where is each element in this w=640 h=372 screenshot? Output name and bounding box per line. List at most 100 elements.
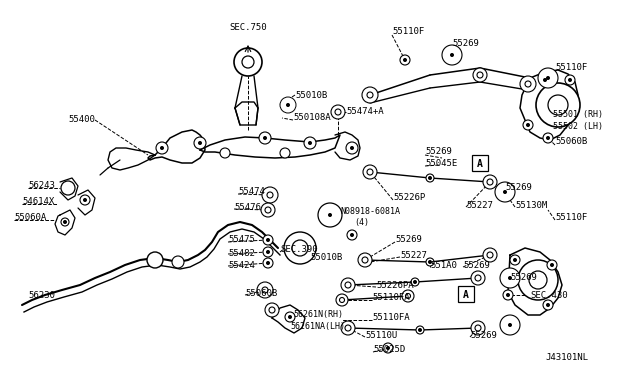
Text: 55269: 55269 — [470, 330, 497, 340]
Circle shape — [267, 192, 273, 198]
Circle shape — [286, 103, 290, 107]
Circle shape — [471, 271, 485, 285]
Circle shape — [284, 232, 316, 264]
Circle shape — [350, 146, 354, 150]
Circle shape — [347, 230, 357, 240]
Circle shape — [386, 346, 390, 350]
Circle shape — [220, 148, 230, 158]
Circle shape — [341, 321, 355, 335]
Circle shape — [538, 68, 558, 88]
Text: 55474: 55474 — [238, 187, 265, 196]
Circle shape — [450, 53, 454, 57]
Circle shape — [499, 186, 511, 198]
Circle shape — [565, 75, 575, 85]
Text: 56261N(RH): 56261N(RH) — [293, 311, 343, 320]
Text: 55110U: 55110U — [365, 330, 397, 340]
Circle shape — [383, 343, 393, 353]
Circle shape — [487, 252, 493, 258]
Circle shape — [500, 268, 520, 288]
Circle shape — [406, 294, 410, 298]
Circle shape — [367, 169, 373, 175]
Circle shape — [546, 76, 550, 80]
Text: 55269: 55269 — [395, 235, 422, 244]
Text: 55060B: 55060B — [555, 138, 588, 147]
Text: A: A — [463, 290, 469, 300]
Circle shape — [546, 303, 550, 307]
Circle shape — [428, 260, 432, 264]
Circle shape — [513, 258, 517, 262]
Circle shape — [402, 290, 414, 302]
Circle shape — [265, 207, 271, 213]
Text: 55110F: 55110F — [555, 64, 588, 73]
Circle shape — [198, 141, 202, 145]
Text: SEC.390: SEC.390 — [280, 246, 317, 254]
Text: 55482: 55482 — [228, 248, 255, 257]
Text: 55227: 55227 — [466, 201, 493, 209]
Circle shape — [308, 141, 312, 145]
Circle shape — [487, 179, 493, 185]
Circle shape — [194, 137, 206, 149]
Circle shape — [242, 56, 254, 68]
Text: 55502 (LH): 55502 (LH) — [553, 122, 603, 131]
Circle shape — [263, 247, 273, 257]
Circle shape — [523, 120, 533, 130]
Circle shape — [526, 123, 530, 127]
Text: 55474+A: 55474+A — [346, 108, 383, 116]
Text: 54614X: 54614X — [22, 198, 54, 206]
Circle shape — [506, 293, 510, 297]
Circle shape — [304, 137, 316, 149]
Text: 55110F: 55110F — [555, 214, 588, 222]
Circle shape — [510, 255, 520, 265]
Circle shape — [550, 263, 554, 267]
Circle shape — [61, 181, 75, 195]
Text: N08918-6081A: N08918-6081A — [340, 206, 400, 215]
Circle shape — [483, 175, 497, 189]
Circle shape — [403, 58, 407, 62]
Circle shape — [266, 261, 270, 265]
Bar — [458, 286, 474, 302]
Circle shape — [263, 136, 267, 140]
Circle shape — [362, 257, 368, 263]
Circle shape — [345, 282, 351, 288]
Circle shape — [503, 290, 513, 300]
Text: 55269: 55269 — [463, 260, 490, 269]
Text: 56261NA(LH): 56261NA(LH) — [290, 323, 345, 331]
Circle shape — [411, 278, 419, 286]
Text: 55269: 55269 — [510, 273, 537, 282]
Text: A: A — [477, 159, 483, 169]
Circle shape — [335, 109, 341, 115]
Circle shape — [336, 294, 348, 306]
Circle shape — [292, 240, 308, 256]
Circle shape — [471, 321, 485, 335]
Text: 55269: 55269 — [505, 183, 532, 192]
Text: 56243: 56243 — [28, 182, 55, 190]
Circle shape — [341, 278, 355, 292]
Text: 55110FA: 55110FA — [372, 314, 410, 323]
Circle shape — [543, 133, 553, 143]
Circle shape — [475, 325, 481, 331]
Circle shape — [358, 253, 372, 267]
Circle shape — [262, 287, 268, 293]
Circle shape — [418, 328, 422, 332]
Circle shape — [283, 100, 293, 110]
Circle shape — [363, 165, 377, 179]
Text: 55060B: 55060B — [245, 289, 277, 298]
Circle shape — [265, 303, 279, 317]
Circle shape — [362, 87, 378, 103]
Text: 551A0: 551A0 — [430, 260, 457, 269]
Circle shape — [259, 132, 271, 144]
Text: 55130M: 55130M — [515, 201, 547, 209]
Text: 55110FA: 55110FA — [372, 294, 410, 302]
Circle shape — [473, 68, 487, 82]
Circle shape — [508, 323, 512, 327]
Circle shape — [345, 325, 351, 331]
Text: 55400: 55400 — [68, 115, 95, 125]
Circle shape — [548, 95, 568, 115]
Text: (4): (4) — [354, 218, 369, 228]
Circle shape — [318, 203, 342, 227]
Circle shape — [147, 252, 163, 268]
Circle shape — [446, 49, 458, 61]
Circle shape — [504, 272, 516, 284]
Circle shape — [339, 298, 344, 302]
Text: 55010B: 55010B — [295, 90, 327, 99]
